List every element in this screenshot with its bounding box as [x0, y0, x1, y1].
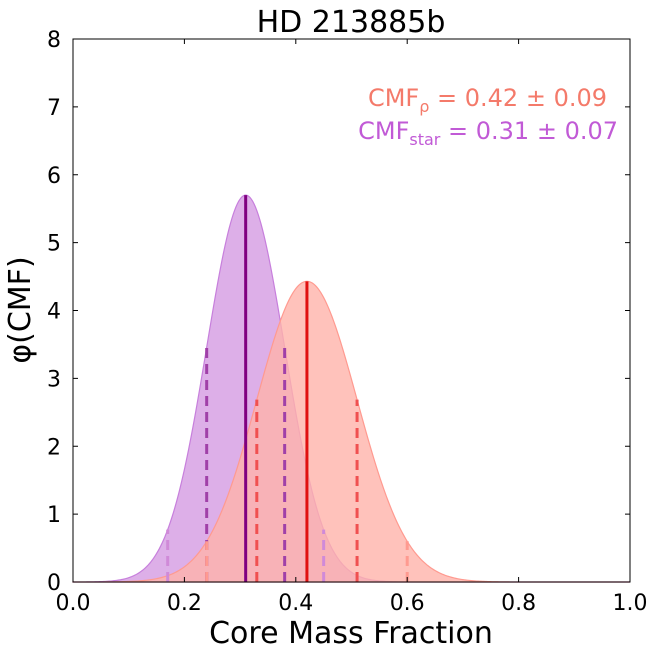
y-axis-label: φ(CMF) [3, 256, 38, 363]
y-tick-label: 4 [47, 300, 61, 325]
x-tick-label: 0.4 [278, 591, 313, 616]
legend-entry-cmf-rho: CMFρ = 0.42 ± 0.09 [368, 84, 607, 116]
y-tick-label: 1 [47, 503, 61, 528]
y-tick-label: 2 [47, 435, 61, 460]
x-axis-label: Core Mass Fraction [209, 616, 493, 651]
x-tick-label: 1.0 [613, 591, 648, 616]
x-tick-label: 0.6 [390, 591, 425, 616]
y-tick-label: 6 [47, 164, 61, 189]
axis-ticks: 0.0 0.2 0.4 0.6 0.8 1.0 0 1 2 3 4 5 6 7 8 [47, 28, 648, 616]
y-tick-label: 3 [47, 367, 61, 392]
y-tick-label: 7 [47, 96, 61, 121]
legend-entry-cmf-star: CMFstar = 0.31 ± 0.07 [358, 117, 618, 149]
y-tick-label: 8 [47, 28, 61, 53]
y-tick-label: 5 [47, 232, 61, 257]
x-tick-label: 0.8 [501, 591, 536, 616]
chart-title: HD 213885b [257, 5, 446, 40]
legend: CMFρ = 0.42 ± 0.09 CMFstar = 0.31 ± 0.07 [358, 84, 618, 149]
x-tick-label: 0.2 [167, 591, 202, 616]
plot-area [72, 194, 630, 583]
area-cmf-rho [72, 280, 630, 583]
y-tick-label: 0 [47, 571, 61, 596]
x-tick-label: 0.0 [56, 591, 91, 616]
